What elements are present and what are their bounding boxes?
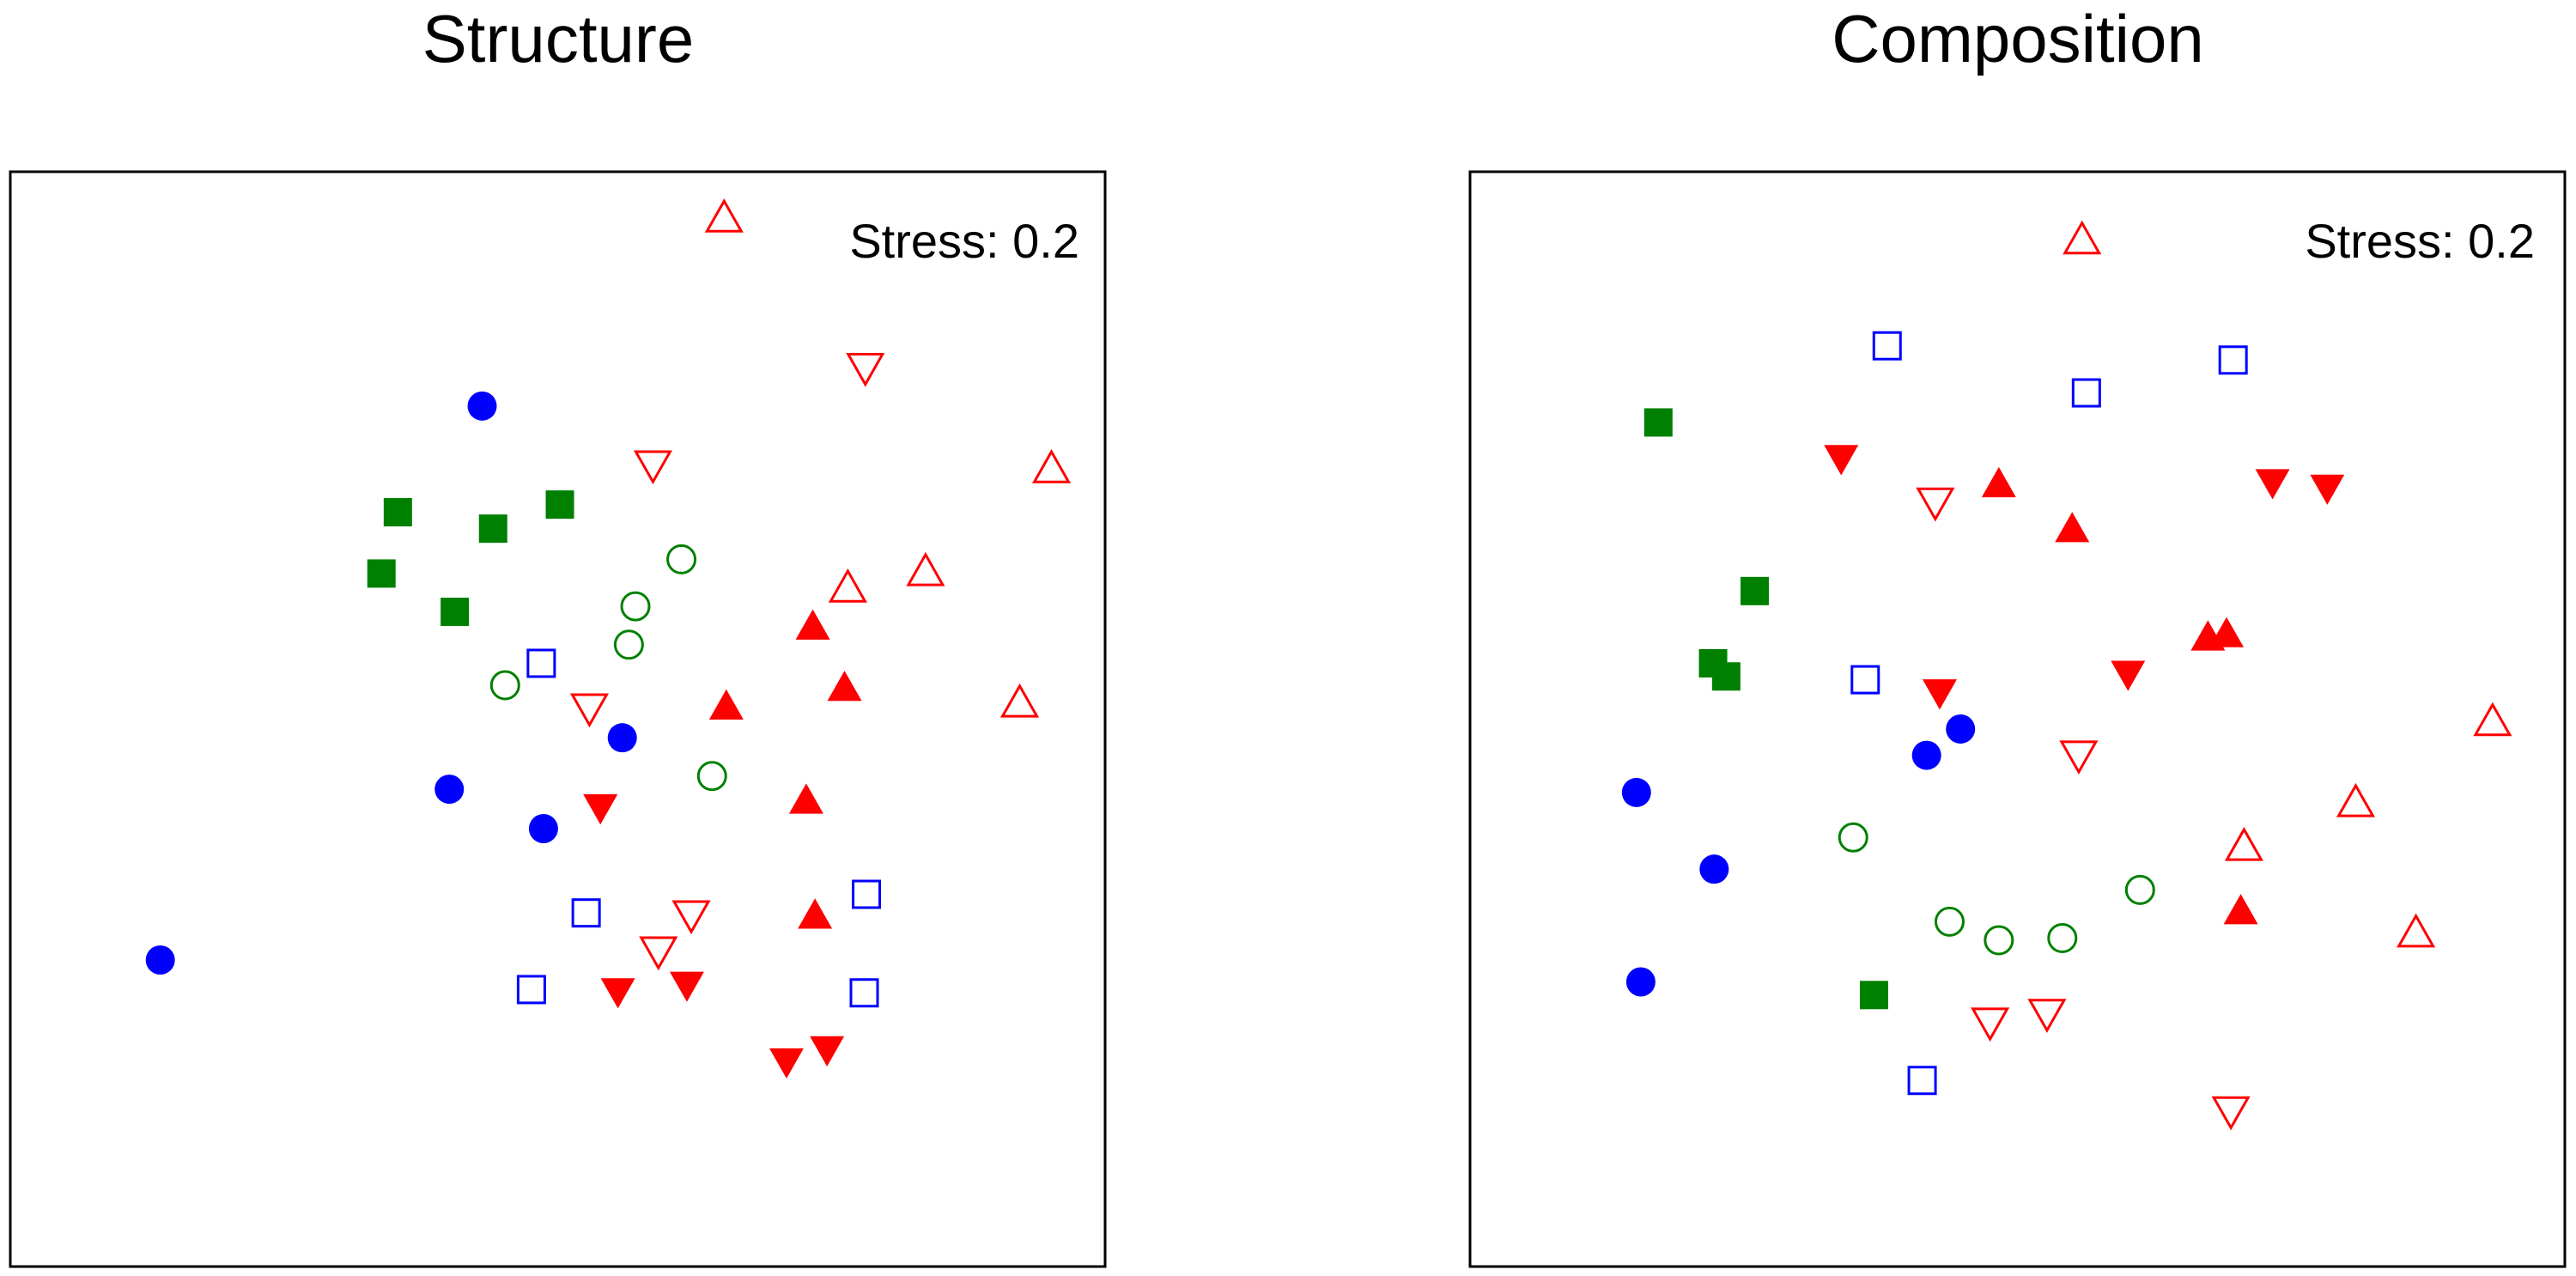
- structure-stress-label: Stress: 0.2: [849, 214, 1079, 268]
- composition-title: Composition: [1832, 1, 2204, 76]
- point-filled-triangle-up-1: [2055, 512, 2090, 543]
- point-filled-square-2: [545, 490, 574, 520]
- point-open-triangle-down-2: [1971, 1007, 2010, 1042]
- point-open-circle-4: [2124, 874, 2155, 905]
- point-filled-triangle-up-2: [708, 689, 744, 720]
- point-open-triangle-up-3: [828, 568, 867, 603]
- point-filled-circle-4: [145, 945, 175, 975]
- point-open-triangle-down-4: [639, 936, 678, 971]
- point-open-triangle-down-2: [569, 693, 610, 728]
- point-filled-square-0: [383, 498, 412, 527]
- point-open-square-1: [2071, 378, 2101, 408]
- point-open-square-1: [571, 898, 601, 928]
- point-filled-triangle-down-0: [1824, 445, 1859, 476]
- point-open-triangle-down-1: [2059, 740, 2099, 775]
- point-open-triangle-up-3: [2224, 826, 2264, 861]
- point-filled-circle-4: [1625, 967, 1656, 997]
- composition-panel: Composition Stress: 0.2: [1468, 1, 2567, 1268]
- composition-stress-label: Stress: 0.2: [2305, 214, 2535, 268]
- point-filled-square-0: [1643, 408, 1673, 437]
- point-filled-circle-1: [1911, 740, 1941, 770]
- point-open-square-2: [852, 879, 882, 909]
- point-open-triangle-down-0: [846, 352, 885, 387]
- point-open-square-3: [516, 975, 546, 1005]
- point-open-circle-3: [2047, 923, 2078, 953]
- point-filled-triangle-down-4: [769, 1048, 804, 1079]
- point-open-square-0: [526, 648, 556, 678]
- point-open-square-3: [1850, 665, 1880, 695]
- point-open-triangle-up-0: [2063, 220, 2102, 255]
- point-open-circle-0: [666, 544, 697, 574]
- point-open-square-0: [1872, 331, 1902, 361]
- point-filled-square-4: [1859, 981, 1888, 1010]
- point-open-circle-2: [613, 629, 644, 660]
- composition-plot-frame: [1468, 170, 2567, 1268]
- point-open-triangle-up-0: [704, 198, 744, 233]
- point-filled-triangle-down-1: [600, 978, 635, 1009]
- point-open-square-4: [1907, 1066, 1937, 1096]
- structure-title: Structure: [422, 1, 694, 76]
- point-open-circle-4: [696, 761, 727, 792]
- point-filled-triangle-up-0: [795, 609, 830, 640]
- point-filled-triangle-up-1: [827, 671, 862, 702]
- point-filled-square-1: [478, 514, 507, 544]
- point-filled-triangle-down-4: [1922, 679, 1957, 710]
- point-open-triangle-down-3: [671, 900, 711, 935]
- point-filled-circle-1: [607, 723, 637, 753]
- point-filled-triangle-down-3: [2111, 660, 2146, 691]
- point-open-circle-3: [489, 670, 520, 701]
- point-open-triangle-down-0: [1916, 487, 1955, 522]
- point-filled-circle-3: [528, 814, 558, 843]
- point-filled-square-3: [1711, 662, 1741, 691]
- point-filled-square-3: [367, 559, 396, 588]
- point-open-triangle-down-4: [2211, 1096, 2251, 1131]
- structure-points: [145, 198, 1072, 1079]
- point-open-square-4: [849, 978, 879, 1008]
- point-open-triangle-up-4: [2397, 913, 2436, 948]
- point-open-triangle-up-4: [999, 683, 1040, 718]
- point-filled-circle-0: [1946, 714, 1976, 744]
- structure-panel: Structure Stress: 0.2: [9, 1, 1107, 1268]
- structure-plot-frame: [9, 170, 1107, 1268]
- point-filled-circle-3: [1699, 854, 1729, 884]
- point-open-circle-0: [1838, 822, 1868, 853]
- point-filled-square-4: [440, 598, 470, 627]
- point-open-circle-1: [620, 591, 651, 622]
- point-filled-circle-2: [1621, 777, 1651, 807]
- point-open-circle-2: [1984, 925, 2014, 956]
- point-open-circle-1: [1934, 906, 1965, 937]
- point-filled-triangle-down-2: [2310, 474, 2345, 505]
- point-open-triangle-up-1: [2473, 702, 2512, 737]
- point-filled-circle-2: [434, 775, 465, 805]
- point-open-triangle-up-2: [2336, 782, 2376, 817]
- composition-points: [1621, 220, 2512, 1131]
- point-filled-triangle-up-0: [1981, 466, 2016, 498]
- point-filled-triangle-down-0: [583, 794, 618, 825]
- point-filled-triangle-down-2: [669, 971, 704, 1002]
- point-open-triangle-down-3: [2027, 999, 2067, 1033]
- point-filled-triangle-up-4: [798, 898, 833, 929]
- point-filled-triangle-down-3: [810, 1036, 845, 1066]
- point-filled-triangle-up-3: [2209, 617, 2245, 647]
- point-filled-triangle-up-3: [788, 783, 823, 814]
- point-filled-triangle-down-1: [2255, 469, 2290, 500]
- point-open-square-2: [2218, 345, 2248, 375]
- point-filled-triangle-up-4: [2223, 894, 2258, 925]
- point-open-triangle-up-2: [906, 551, 945, 586]
- point-open-triangle-up-1: [1031, 449, 1072, 483]
- point-open-triangle-down-1: [633, 450, 673, 485]
- point-filled-circle-0: [467, 391, 497, 421]
- point-filled-square-1: [1741, 576, 1769, 605]
